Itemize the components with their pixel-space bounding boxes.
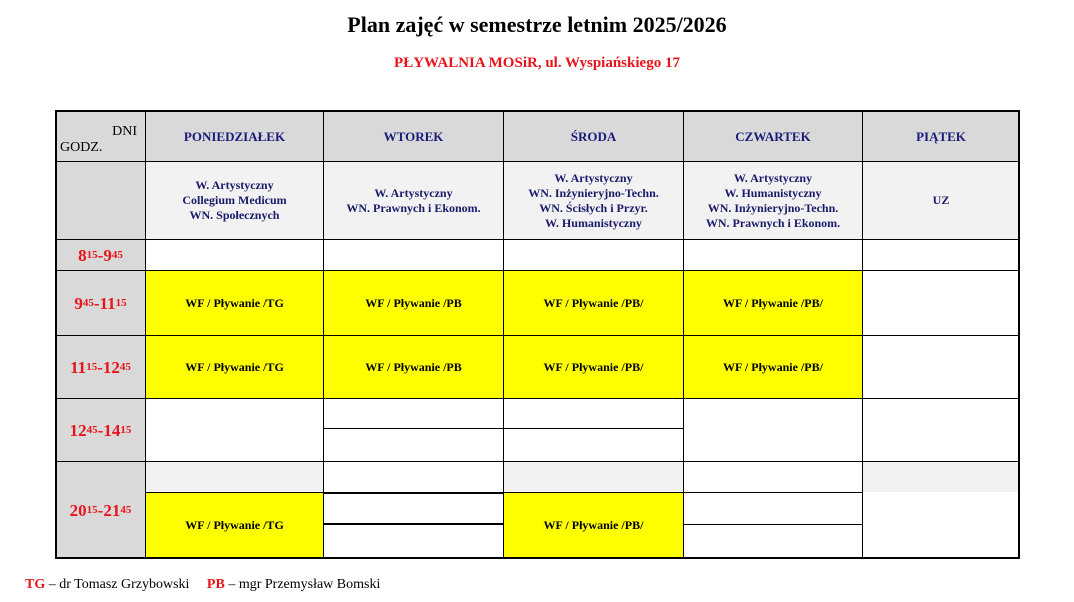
cell-empty	[145, 239, 324, 271]
faculty: W. Artystyczny	[554, 170, 633, 185]
faculty-monday: W. Artystyczny Collegium Medicum WN. Społe…	[145, 161, 324, 240]
class-cell: WF / Pływanie /PB/	[503, 492, 684, 559]
cell-empty	[145, 461, 324, 493]
legend-code-tg: TG	[25, 577, 46, 592]
time-slot-2: 9 45-11 15	[55, 270, 146, 336]
cell-empty	[323, 461, 504, 493]
faculty-wednesday: W. Artystyczny WN. Inżynieryjno-Techn. WN.…	[503, 161, 684, 240]
page-title: Plan zajęć w semestrze letnim 2025/2026	[347, 12, 727, 37]
cell-empty	[683, 398, 863, 462]
faculty: WN. Inżynieryjno-Techn.	[528, 185, 659, 200]
day-thursday: CZWARTEK	[683, 110, 863, 162]
faculty: W. Artystyczny	[733, 170, 813, 185]
faculty: W. Artystyczny	[195, 178, 274, 192]
legend-code-pb: PB	[206, 577, 225, 592]
cell-empty	[862, 492, 1020, 559]
faculty-row-label	[55, 161, 146, 240]
faculty: WN. Inżynieryjno-Techn.	[707, 200, 839, 215]
faculty: WN. Prawnych i Ekonom.	[705, 215, 841, 230]
faculty-friday: UZ	[862, 161, 1020, 240]
corner-cell: DNI GODZ.	[55, 110, 146, 162]
day-tuesday: WTOREK	[323, 110, 504, 162]
cell-empty	[145, 398, 324, 462]
faculty: W. Humanistyczny	[545, 215, 642, 230]
cell-empty	[323, 398, 504, 429]
corner-days: DNI	[112, 124, 137, 139]
faculty: UZ	[932, 193, 950, 207]
cell-empty	[862, 335, 1020, 399]
faculty-tuesday: W. Artystyczny WN. Prawnych i Ekonom.	[323, 161, 504, 240]
class-cell: WF / Pływanie /PB	[323, 270, 504, 336]
class-cell: WF / Pływanie /PB/	[683, 335, 863, 399]
faculty-thursday: W. Artystyczny W. Humanistyczny WN. Inżyni…	[683, 161, 863, 240]
legend-text-tg: – dr Tomasz Grzybowski	[45, 577, 190, 592]
class-cell: WF / Pływanie /TG	[145, 335, 324, 399]
legend-text-pb: – mgr Przemysław Bomski	[224, 577, 381, 592]
cell-empty	[323, 428, 504, 462]
cell-empty	[503, 428, 684, 462]
class-cell: WF / Pływanie /TG	[145, 270, 324, 336]
cell-empty	[503, 398, 684, 429]
cell-empty	[862, 270, 1020, 336]
class-cell: WF / Pływanie /PB	[323, 335, 504, 399]
day-wednesday: ŚRODA	[503, 110, 684, 162]
day-friday: PIĄTEK	[862, 110, 1020, 162]
cell-empty	[323, 524, 504, 559]
cell-empty	[323, 492, 504, 525]
class-cell: WF / Pływanie /PB/	[683, 270, 863, 336]
day-monday: PONIEDZIAŁEK	[145, 110, 324, 162]
faculty: WN. Społecznych	[189, 208, 280, 222]
cell-empty	[683, 239, 863, 271]
cell-empty	[862, 239, 1020, 271]
class-cell: WF / Pływanie /PB/	[503, 270, 684, 336]
faculty: WN. Prawnych i Ekonom.	[346, 200, 481, 215]
cell-empty	[683, 524, 863, 559]
corner-hours: GODZ.	[60, 140, 103, 155]
faculty: W. Artystyczny	[374, 185, 453, 200]
time-slot-4: 12 45-14 15	[55, 398, 146, 462]
legend: TG – dr Tomasz Grzybowski PB – mgr Przem…	[25, 577, 380, 593]
time-slot-5: 20 15-21 45	[55, 461, 146, 559]
faculty: WN. Ścisłych i Przyr.	[539, 200, 648, 215]
cell-empty	[862, 461, 1020, 493]
cell-empty	[323, 239, 504, 271]
page-subtitle: PŁYWALNIA MOSiR, ul. Wyspiańskiego 17	[394, 55, 680, 71]
time-slot-1: 8 15-9 45	[55, 239, 146, 271]
cell-empty	[503, 461, 684, 493]
cell-empty	[683, 492, 863, 525]
cell-empty	[503, 239, 684, 271]
class-cell: WF / Pływanie /TG	[145, 492, 324, 559]
cell-empty	[862, 398, 1020, 462]
faculty: Collegium Medicum	[182, 193, 287, 207]
class-cell: WF / Pływanie /PB/	[503, 335, 684, 399]
faculty: W. Humanistyczny	[724, 185, 822, 200]
cell-empty	[683, 461, 863, 493]
time-slot-3: 11 15-12 45	[55, 335, 146, 399]
